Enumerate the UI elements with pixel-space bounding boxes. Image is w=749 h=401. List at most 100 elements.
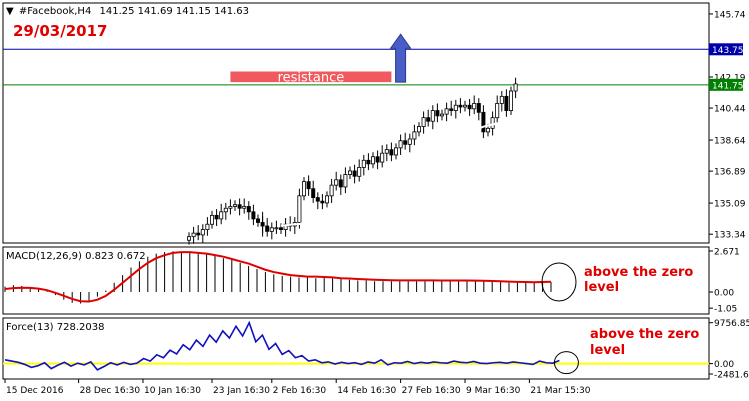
candle-body (467, 104, 472, 110)
candle-body (324, 195, 329, 204)
time-tick-label: 21 Mar 15:30 (530, 386, 590, 396)
macd-panel (2, 246, 710, 315)
candle-body (301, 181, 306, 197)
candle-body (472, 103, 477, 110)
macd-tick-label: 2.671 (714, 247, 740, 257)
candle-body (412, 131, 417, 140)
candle-body (389, 149, 394, 156)
candle-body (366, 159, 371, 165)
candle-body (481, 111, 486, 133)
time-axis: 15 Dec 2016 28 Dec 16:30 10 Jan 16:30 23 Ja… (4, 379, 591, 396)
macd-panel-marks (4, 251, 577, 304)
force-annotation-line2: level (590, 343, 625, 358)
main-price-scale: 145.74 142.19 140.44 138.64 136.89 135.09 133.… (709, 10, 746, 241)
candle-body (232, 204, 237, 207)
candle-body (297, 195, 302, 223)
dropdown-triangle-icon[interactable]: ▼ (6, 6, 14, 17)
candle-body (186, 236, 191, 241)
price-line-badge-label: 141.75 (712, 81, 744, 91)
candle-body (375, 156, 380, 163)
candle-body (453, 104, 458, 111)
candle-body (205, 223, 210, 230)
candle-body (458, 104, 463, 108)
candle-body (329, 184, 334, 197)
candle-body (237, 204, 242, 209)
candle-body (485, 127, 490, 133)
candle-body (393, 147, 398, 156)
candle-body (380, 152, 385, 163)
macd-tick-label: -1.05 (714, 305, 737, 315)
price-tick-label: 142.19 (714, 73, 746, 83)
time-tick-label: 10 Jan 16:30 (144, 386, 201, 396)
candle-body (255, 218, 260, 223)
candle-body (490, 117, 495, 129)
time-tick-label: 2 Feb 16:30 (273, 386, 327, 396)
candle-body (508, 90, 513, 111)
symbol-name: #Facebook,H4 (19, 6, 91, 17)
candle-body (361, 159, 366, 168)
candle-body (449, 108, 454, 111)
candle-body (462, 104, 467, 108)
price-tick-label: 136.89 (714, 168, 746, 178)
candle-body (352, 170, 357, 177)
macd-highlight-circle (541, 262, 577, 302)
price-line-badge (709, 43, 743, 56)
candle-body (306, 181, 311, 190)
macd-scale: 2.671 0.00 -1.05 (709, 247, 740, 315)
symbol-label: ▼ #Facebook,H4 141.25 141.69 141.15 141.… (6, 6, 249, 17)
candle-body (242, 206, 247, 209)
main-panel (2, 2, 710, 244)
candle-body (343, 174, 348, 188)
candle-body (214, 214, 219, 220)
time-tick-label: 9 Mar 16:30 (466, 386, 521, 396)
candle-body (200, 229, 205, 236)
price-tick-label: 133.34 (714, 231, 746, 241)
resistance-label: resistance (278, 70, 345, 85)
candle-body (416, 126, 421, 133)
candle-body (209, 214, 214, 225)
macd-annotation-line1: above the zero (584, 265, 693, 280)
resistance-zone (230, 71, 392, 83)
time-tick-label: 14 Feb 16:30 (337, 386, 396, 396)
candle-body (495, 103, 500, 119)
force-scale: 9756.8556 0.00-2481.60 (709, 319, 749, 380)
candle-body (476, 103, 481, 113)
price-tick-label: 138.64 (714, 137, 746, 147)
candle-body (223, 207, 228, 213)
candle-body (246, 206, 251, 213)
candle-body (430, 110, 435, 122)
candle-body (269, 227, 274, 232)
candle-body (403, 140, 408, 145)
date-label: 29/03/2017 (13, 22, 107, 40)
price-line-badge-label: 143.75 (712, 46, 744, 56)
candle-body (435, 110, 440, 117)
candle-body (357, 167, 362, 177)
force-panel-marks (3, 320, 709, 375)
candle-body (499, 95, 504, 104)
candle-body (219, 211, 224, 220)
candle-body (251, 211, 256, 220)
price-tick-label: 140.44 (714, 105, 746, 115)
candle-body (370, 156, 375, 165)
candle-body (407, 138, 412, 145)
candle-body (315, 197, 320, 202)
candle-body (439, 113, 444, 117)
force-highlight-circle (553, 351, 579, 375)
macd-signal-line (4, 251, 552, 303)
force-tick-label: 9756.8556 (714, 319, 749, 329)
force-annotation-line1: above the zero (590, 327, 699, 342)
up-arrow (389, 33, 412, 83)
candle-body (347, 170, 352, 175)
time-tick-label: 15 Dec 2016 (6, 386, 64, 396)
force-tick-label: -2481.60 (714, 370, 749, 380)
candle-body (228, 206, 233, 209)
force-tick-label: 0.00 (714, 360, 734, 370)
price-tick-label: 135.09 (714, 200, 746, 210)
time-tick-label: 27 Feb 16:30 (402, 386, 461, 396)
time-tick-label: 28 Dec 16:30 (80, 386, 141, 396)
candle-body (421, 117, 426, 127)
candle-body (426, 117, 431, 122)
candle-body (513, 83, 518, 92)
candle-body (398, 140, 403, 149)
